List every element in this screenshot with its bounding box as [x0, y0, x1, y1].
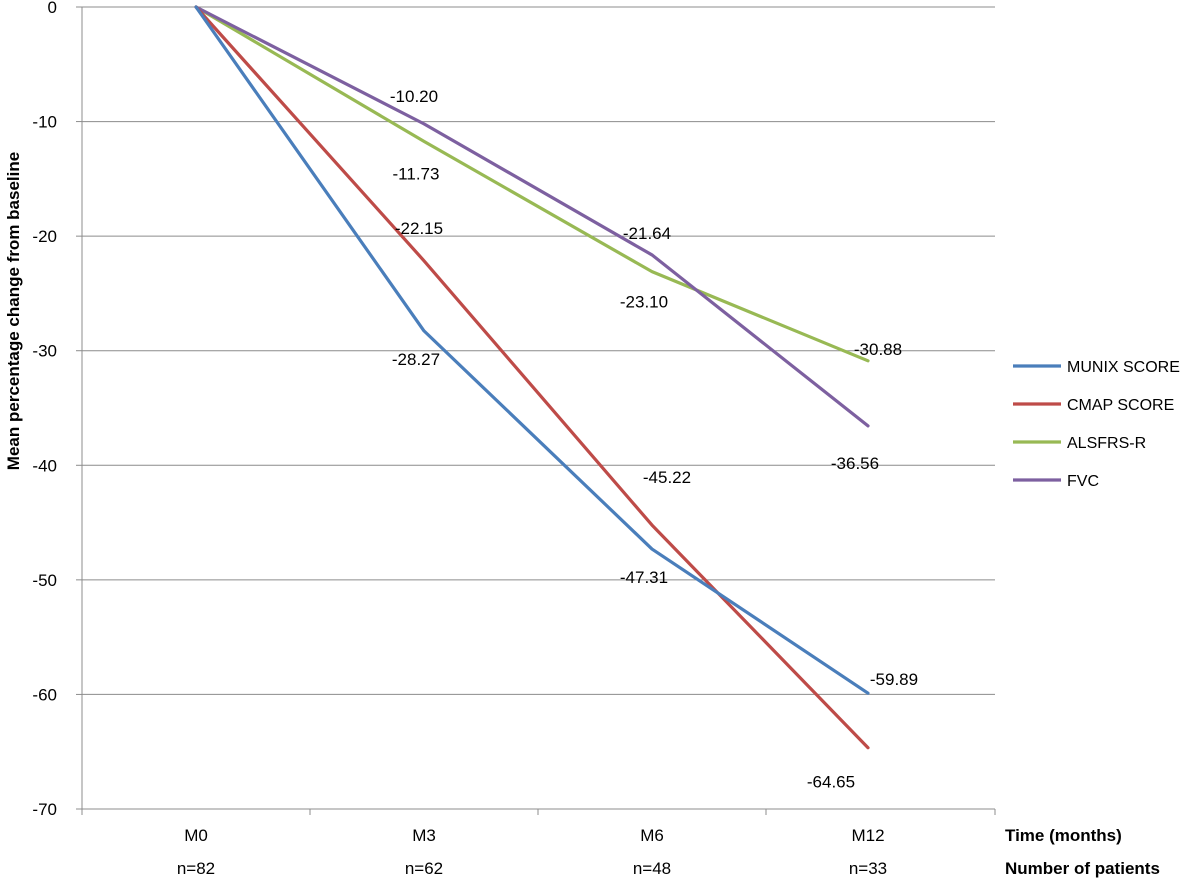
data-label: -59.89 [870, 670, 918, 689]
patient-count-label: n=33 [849, 859, 887, 878]
legend-label: CMAP SCORE [1067, 397, 1174, 414]
data-label: -11.73 [393, 164, 440, 183]
legend-label: MUNIX SCORE [1067, 359, 1180, 376]
data-label: -64.65 [807, 773, 855, 792]
y-tick-label: -50 [32, 571, 57, 590]
y-tick-label: 0 [48, 0, 57, 17]
x-tick-label: M0 [184, 826, 208, 845]
data-label: -36.56 [831, 454, 879, 473]
x-axis-title: Time (months) [1005, 826, 1122, 845]
y-tick-label: -10 [32, 113, 57, 132]
patient-count-label: n=62 [405, 859, 443, 878]
data-label: -30.88 [854, 340, 902, 359]
series-line-fvc [194, 5, 870, 428]
legend-label: FVC [1067, 473, 1099, 490]
data-label: -45.22 [643, 468, 691, 487]
patient-count-title: Number of patients [1005, 859, 1160, 878]
y-tick-label: -60 [32, 685, 57, 704]
series-line-alsfrs-r [194, 5, 870, 363]
x-tick-label: M12 [851, 826, 884, 845]
data-label: -47.31 [620, 568, 668, 587]
series-line-cmap-score [194, 5, 870, 750]
series-line-munix-score [194, 5, 870, 695]
x-tick-label: M6 [640, 826, 664, 845]
x-tick-label: M3 [412, 826, 436, 845]
y-tick-label: -20 [32, 227, 57, 246]
y-tick-label: -40 [32, 456, 57, 475]
legend-label: ALSFRS-R [1067, 435, 1146, 452]
data-label: -10.20 [390, 87, 438, 106]
data-label: -21.64 [623, 224, 671, 243]
y-tick-label: -30 [32, 342, 57, 361]
patient-count-label: n=48 [633, 859, 671, 878]
y-tick-label: -70 [32, 800, 57, 819]
patient-count-label: n=82 [177, 859, 215, 878]
y-axis-title: Mean percentage change from baseline [4, 152, 23, 470]
data-label: -23.10 [620, 293, 668, 312]
data-label: -22.15 [395, 219, 443, 238]
data-label: -28.27 [392, 350, 440, 369]
